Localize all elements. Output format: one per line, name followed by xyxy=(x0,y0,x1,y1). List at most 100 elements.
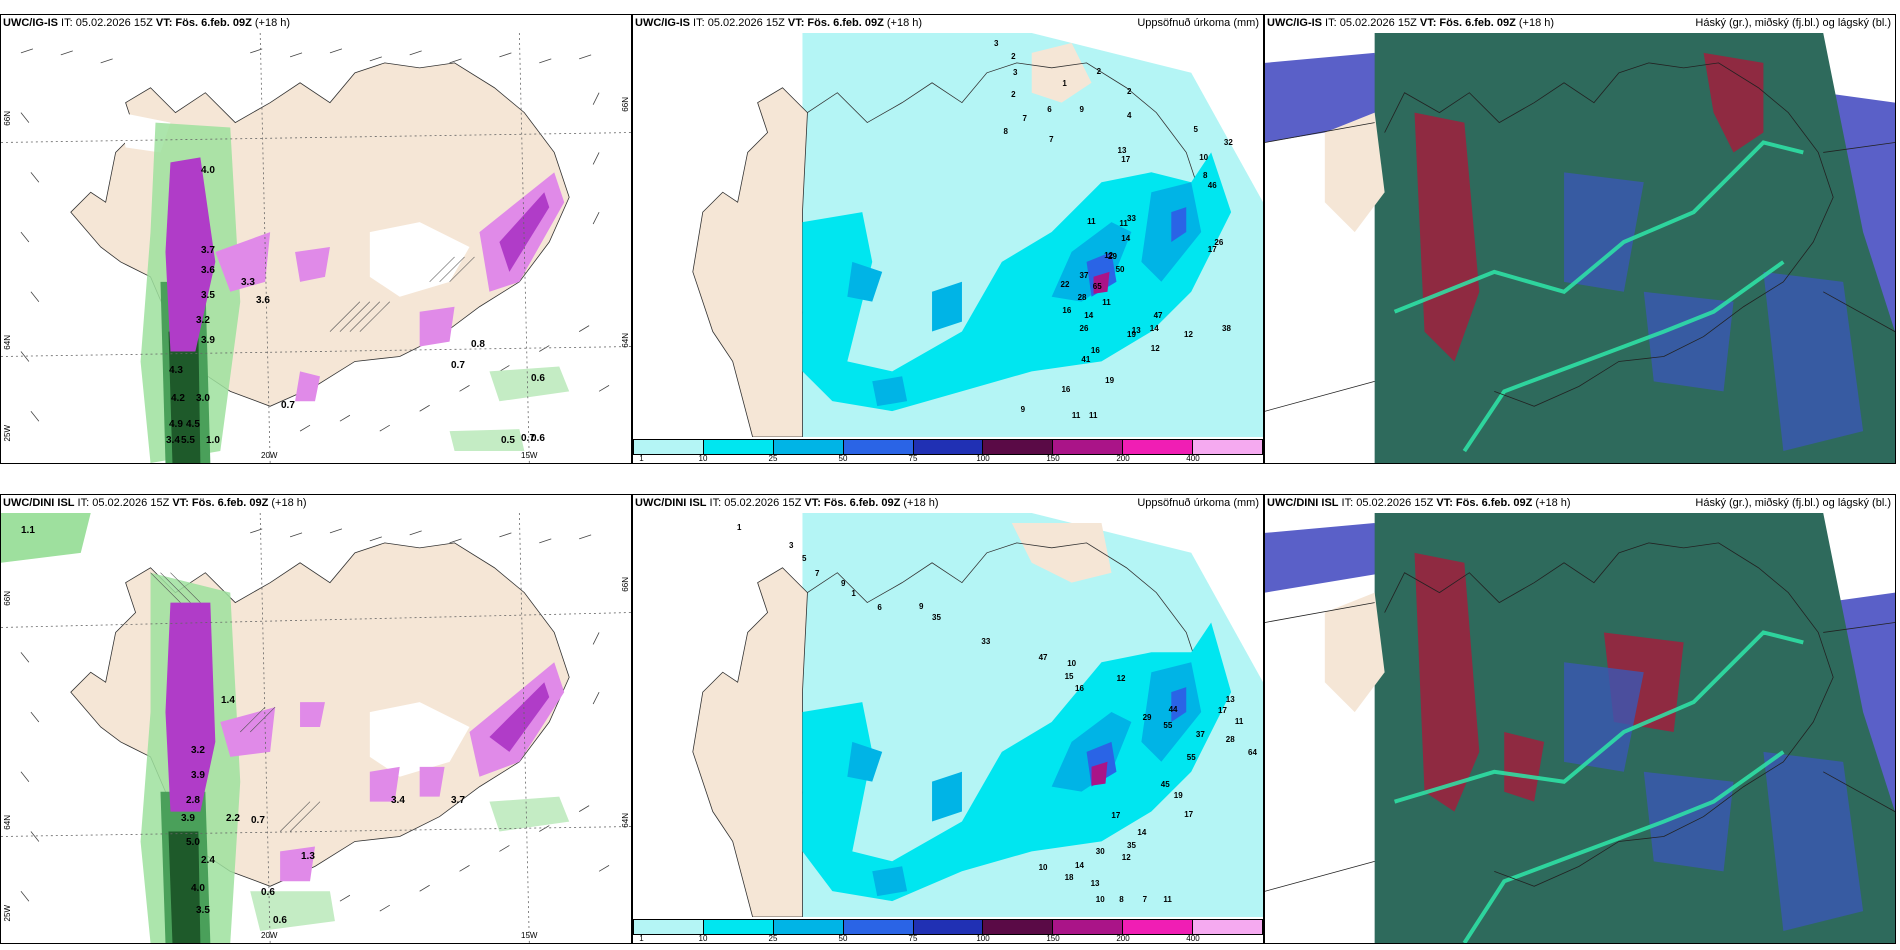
map-value-label: 13 xyxy=(1090,879,1100,888)
cloud-green-contours xyxy=(1393,140,1804,453)
colorbar-cell xyxy=(983,440,1054,454)
map-value-label: 11 xyxy=(1089,410,1098,420)
map-value-label: 11 xyxy=(1234,717,1244,727)
hatch-area xyxy=(150,572,321,832)
init-time: IT: 05.02.2026 15Z xyxy=(1322,17,1420,29)
lat-label-right: 64N xyxy=(621,333,630,348)
colorbar-cell xyxy=(913,920,984,934)
map-value-label: 0.6 xyxy=(273,915,287,926)
colorbar-tick-label: 10 xyxy=(698,934,708,943)
map-value-label: 1.4 xyxy=(221,695,235,706)
colorbar-tick-label: 100 xyxy=(976,934,990,943)
lat-label: 66N xyxy=(3,111,12,126)
lead-time: (+18 h) xyxy=(268,497,307,509)
map-value-label: 3.4 xyxy=(391,795,405,806)
colorbar-tick-label: 1 xyxy=(639,454,644,463)
valid-time: VT: Fös. 6.feb. 09Z xyxy=(172,497,269,509)
field-label: Uppsöfnuð úrkoma (mm) xyxy=(1137,497,1259,509)
precip-light-field xyxy=(802,513,1263,917)
map-value-label: 30 xyxy=(1095,847,1105,856)
map-value-label: 5 xyxy=(802,554,807,564)
precip-light-field xyxy=(802,33,1263,437)
map-value-label: 3.9 xyxy=(181,813,195,824)
map-value-label: 0.6 xyxy=(531,433,545,444)
map-value-label: 55 xyxy=(1186,752,1196,762)
map-value-label: 14 xyxy=(1084,311,1094,321)
cloud-blue-area xyxy=(1265,522,1895,943)
land-north xyxy=(1011,522,1112,583)
map-value-label: 3.7 xyxy=(451,795,465,806)
colorbar-tick-label: 100 xyxy=(976,454,990,463)
map-value-label: 18 xyxy=(1064,872,1074,882)
cloud-dark-area xyxy=(1374,33,1895,463)
map-value-label: 1 xyxy=(851,589,856,599)
map-value-label: 0.6 xyxy=(261,887,275,898)
map-value-label: 14 xyxy=(1137,827,1147,837)
map-value-label: 1 xyxy=(737,523,742,532)
map-value-label: 4.0 xyxy=(191,883,205,894)
lat-lines xyxy=(1,132,631,357)
precip-map-svg xyxy=(692,513,1263,917)
colorbar-tick-label: 200 xyxy=(1116,454,1130,463)
map-value-label: 1.0 xyxy=(206,435,220,446)
cloud-map-svg xyxy=(1265,33,1895,463)
map-value-label: 0.5 xyxy=(501,435,515,446)
purple-core-east xyxy=(489,682,550,752)
map-value-label: 3.0 xyxy=(196,393,210,404)
map-value-label: 9 xyxy=(1020,405,1026,415)
map-value-label: 13 xyxy=(1225,695,1235,704)
grid-lines xyxy=(1265,602,1895,892)
map-value-label: 3.7 xyxy=(201,245,215,256)
purple-zone-east xyxy=(280,662,565,882)
map-value-label: 17 xyxy=(1121,154,1131,164)
map-value-label: 16 xyxy=(1061,384,1071,394)
map-value-label: 41 xyxy=(1081,355,1091,365)
map-value-label: 9 xyxy=(841,579,846,588)
precip-magenta-core xyxy=(1093,271,1110,294)
lon-label: 15W xyxy=(521,451,538,460)
map-value-label: 9 xyxy=(919,602,924,612)
map-value-label: 2 xyxy=(1127,86,1132,96)
map-value-label: 0.7 xyxy=(281,400,295,411)
model-name: UWC/DINI ISL xyxy=(3,497,75,509)
panel-igis-precip: UWC/IG-IS IT: 05.02.2026 15Z VT: Fös. 6.… xyxy=(632,14,1264,464)
panel-dini-wind: UWC/DINI ISL IT: 05.02.2026 15Z VT: Fös.… xyxy=(0,494,632,944)
map-value-label: 3.2 xyxy=(196,315,210,326)
highland-area xyxy=(120,112,470,297)
map-value-label: 10 xyxy=(1038,863,1048,872)
land-west xyxy=(692,87,808,437)
precip-cyan-field xyxy=(802,622,1232,902)
map-value-label: 37 xyxy=(1195,730,1205,740)
precip-darkblue-field xyxy=(1086,207,1187,297)
green-wind-zone-nw xyxy=(1,513,91,563)
iceland-coast xyxy=(1384,542,1834,887)
map-value-label: 0.6 xyxy=(531,373,545,384)
model-name: UWC/DINI ISL xyxy=(1267,497,1339,509)
map-value-label: 5.0 xyxy=(186,837,200,848)
light-green-areas xyxy=(250,796,570,932)
precip-colorbar: 1 10 25 50 75 100 150 200 400 xyxy=(633,917,1263,943)
map-value-label: 2.2 xyxy=(226,813,240,824)
init-time: IT: 05.02.2026 15Z xyxy=(58,17,156,29)
map-value-label: 19 xyxy=(1173,791,1183,800)
map-value-label: 3.4 xyxy=(166,435,180,446)
map-value-label: 4 xyxy=(1127,110,1132,120)
colorbar-cell xyxy=(1123,440,1194,454)
precip-map xyxy=(633,33,1263,437)
map-value-label: 3 xyxy=(994,38,999,48)
lat-label: 25W xyxy=(3,425,12,442)
colorbar-cells xyxy=(633,439,1263,455)
map-value-label: 2.8 xyxy=(186,795,200,806)
map-value-label: 11 xyxy=(1071,410,1081,420)
panel-header: UWC/DINI ISL IT: 05.02.2026 15Z VT: Fös.… xyxy=(3,497,629,510)
wind-map-svg xyxy=(1,513,631,943)
map-value-label: 17 xyxy=(1184,810,1194,820)
map-value-label: 9 xyxy=(1079,105,1084,115)
init-time: IT: 05.02.2026 15Z xyxy=(74,497,173,509)
map-value-label: 4.0 xyxy=(201,165,215,176)
map-value-label: 8 xyxy=(1203,171,1208,181)
map-value-label: 0.8 xyxy=(471,339,485,350)
wind-map xyxy=(1,33,631,463)
map-value-label: 11 xyxy=(1102,298,1111,308)
panel-igis-cloud: UWC/IG-IS IT: 05.02.2026 15Z VT: Fös. 6.… xyxy=(1264,14,1896,464)
